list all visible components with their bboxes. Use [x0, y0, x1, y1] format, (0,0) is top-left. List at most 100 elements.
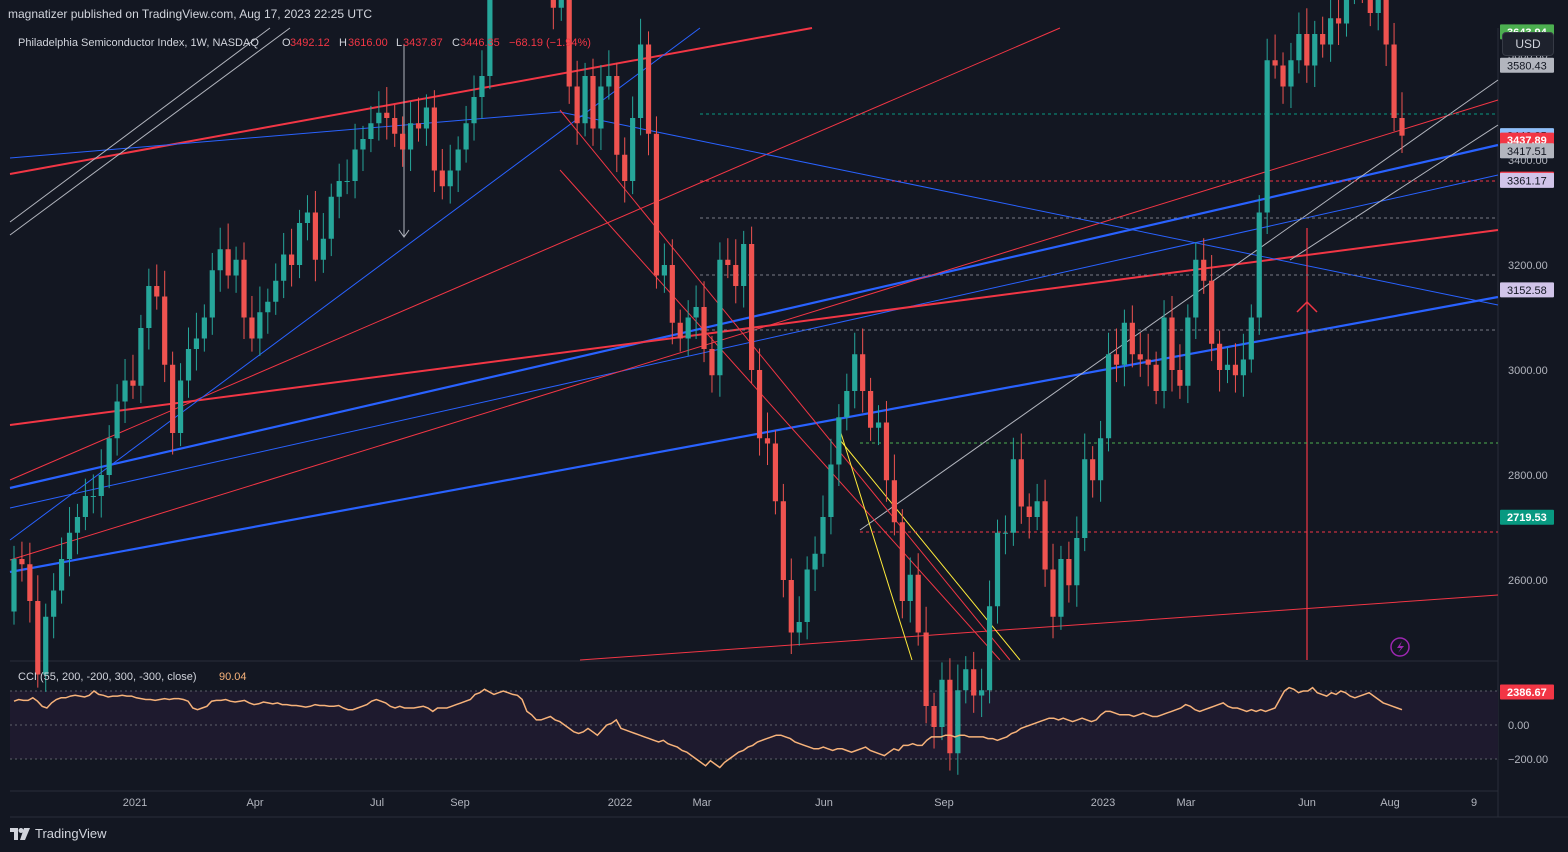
candle: [170, 364, 176, 433]
candle: [336, 181, 342, 197]
candle: [82, 496, 88, 517]
candle: [106, 438, 112, 475]
c-label: C: [452, 37, 460, 49]
candle: [788, 580, 794, 633]
candle: [1121, 322, 1127, 365]
candle: [637, 44, 644, 118]
candle: [201, 317, 207, 339]
candle: [860, 354, 866, 391]
cci-tick: 0.00: [1508, 720, 1529, 732]
candle: [257, 312, 263, 339]
candle: [122, 380, 128, 402]
candle: [1026, 506, 1032, 517]
candle: [1391, 44, 1397, 118]
tradingview-logo-icon: [10, 827, 30, 840]
candle: [1066, 559, 1072, 586]
candle: [994, 532, 1001, 607]
candle: [328, 196, 334, 239]
candles: [11, 0, 1405, 775]
candle: [233, 259, 239, 276]
o-value: 3492.12: [290, 37, 330, 49]
candle: [1375, 0, 1381, 13]
candle: [455, 149, 461, 171]
candle: [352, 149, 358, 181]
candle: [1209, 280, 1215, 344]
price-tag: 3152.58: [1500, 282, 1554, 298]
trend-line: [839, 429, 913, 661]
candle: [19, 559, 25, 565]
annotation-arrowhead: [398, 229, 410, 238]
candle: [162, 296, 168, 365]
candle: [1018, 459, 1024, 507]
candle: [986, 606, 993, 691]
brand-name: TradingView: [35, 826, 107, 841]
candle: [304, 212, 311, 223]
candle: [844, 391, 850, 418]
cci-band: [10, 690, 1498, 760]
candle: [463, 123, 469, 150]
candle: [709, 349, 715, 376]
candle: [796, 622, 802, 633]
time-tick: Mar: [693, 797, 712, 809]
candle: [756, 370, 763, 439]
candle: [1399, 118, 1405, 136]
candle: [1328, 18, 1334, 45]
candle: [971, 669, 977, 696]
candle: [1074, 538, 1080, 586]
candle: [566, 0, 572, 87]
candle: [1177, 370, 1183, 386]
candle: [1082, 459, 1088, 538]
candle: [836, 417, 842, 465]
candle: [27, 564, 33, 601]
trend-line: [9, 27, 291, 236]
trend-line: [579, 594, 1499, 661]
candle: [883, 422, 890, 481]
lightning-icon[interactable]: [1390, 637, 1410, 657]
candle: [622, 154, 628, 181]
candle: [35, 601, 41, 675]
candle: [645, 44, 652, 134]
candle: [407, 123, 414, 150]
candle: [1169, 317, 1175, 370]
candle: [368, 123, 374, 139]
trend-line: [859, 79, 1499, 531]
candle: [130, 380, 136, 386]
tradingview-logo[interactable]: TradingView: [10, 826, 107, 841]
h-value: 3616.00: [348, 37, 388, 49]
currency-button[interactable]: USD: [1502, 32, 1554, 56]
candle: [479, 76, 485, 97]
candle: [344, 181, 350, 182]
candle: [51, 590, 57, 617]
time-tick: 9: [1471, 797, 1477, 809]
l-value: 3437.87: [403, 37, 443, 49]
candle: [74, 517, 81, 533]
candle: [423, 107, 430, 129]
candle: [296, 223, 303, 265]
candle: [804, 569, 810, 622]
price-tag: 3361.17: [1500, 172, 1554, 188]
candle: [1256, 212, 1262, 318]
candle: [1129, 322, 1135, 355]
trend-line: [9, 27, 271, 223]
candle: [1201, 259, 1207, 281]
candle: [574, 86, 580, 124]
candle: [725, 259, 731, 265]
candle: [360, 139, 366, 150]
candle: [931, 706, 937, 727]
candle: [1343, 0, 1350, 24]
candle: [979, 690, 985, 696]
candle: [1288, 60, 1294, 87]
candle: [606, 76, 612, 87]
price-tick: 3200.00: [1508, 260, 1548, 272]
candle: [66, 532, 73, 559]
candle: [630, 118, 636, 181]
price-tag: 2719.53: [1500, 509, 1554, 525]
candle: [1002, 532, 1009, 534]
candle: [939, 679, 945, 727]
price-tick: 2800.00: [1508, 470, 1548, 482]
candle: [1137, 354, 1143, 360]
candle: [58, 559, 65, 591]
h-label: H: [339, 37, 347, 49]
time-tick: Sep: [450, 797, 470, 809]
